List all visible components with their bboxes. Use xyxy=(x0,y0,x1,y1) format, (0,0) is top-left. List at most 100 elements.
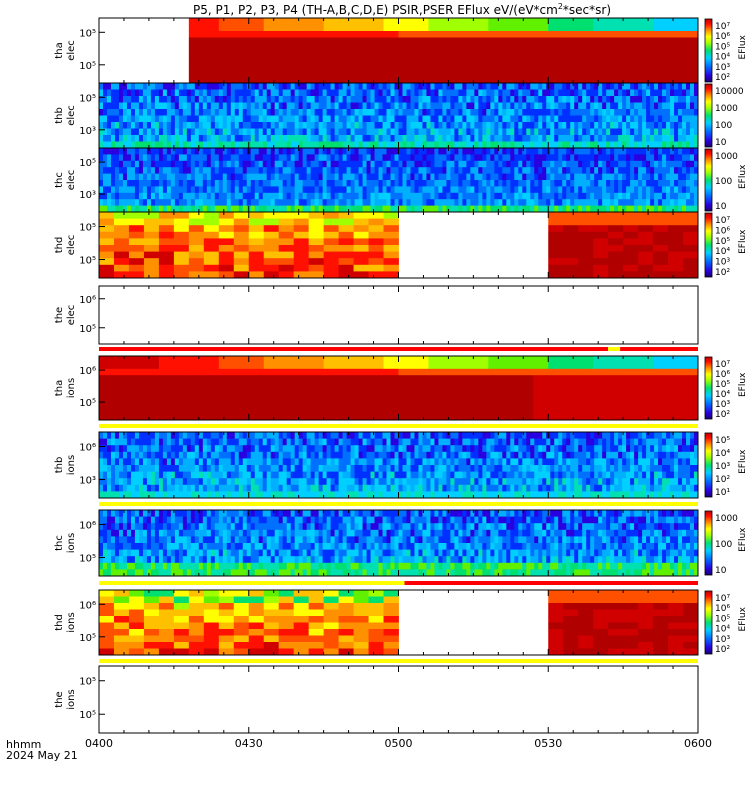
heatmap-cell xyxy=(106,438,112,446)
heatmap-cell xyxy=(602,186,607,194)
heatmap-cell xyxy=(203,251,220,259)
heatmap-cell xyxy=(234,186,240,194)
heatmap-cell xyxy=(526,83,531,90)
heatmap-cell xyxy=(582,102,587,110)
heatmap-cell xyxy=(674,128,679,136)
heatmap-cell xyxy=(218,31,235,38)
heatmap-cell xyxy=(458,50,474,58)
heatmap-cell xyxy=(330,128,335,136)
heatmap-cell xyxy=(530,135,535,142)
heatmap-cell xyxy=(218,471,224,479)
heatmap-cell xyxy=(610,199,615,206)
heatmap-cell xyxy=(670,135,675,142)
heatmap-cell xyxy=(630,135,635,142)
heatmap-cell xyxy=(238,160,244,168)
heatmap-cell xyxy=(374,199,379,206)
heatmap-cell xyxy=(278,180,284,187)
heatmap-cell xyxy=(442,83,447,90)
heatmap-cell xyxy=(248,238,265,246)
heatmap-cell xyxy=(290,102,296,110)
heatmap-cell xyxy=(666,148,671,155)
heatmap-cell xyxy=(563,251,579,259)
heatmap-cell xyxy=(258,173,264,181)
heatmap-cell xyxy=(382,160,387,168)
heatmap-cell xyxy=(186,135,192,142)
heatmap-cell xyxy=(130,432,136,439)
heatmap-cell xyxy=(182,148,188,155)
y-tick-label: 10³ xyxy=(79,190,96,201)
heatmap-cell xyxy=(278,381,295,389)
heatmap-cell xyxy=(653,264,669,272)
heatmap-cell xyxy=(126,458,132,466)
heatmap-cell xyxy=(346,135,351,142)
heatmap-cell xyxy=(178,148,184,155)
heatmap-cell xyxy=(443,362,459,370)
heatmap-cell xyxy=(582,173,587,181)
heatmap-cell xyxy=(146,148,152,155)
heatmap-cell xyxy=(413,368,429,376)
heatmap-cell xyxy=(274,173,280,181)
heatmap-cell xyxy=(158,394,175,402)
heatmap-cell xyxy=(670,122,675,129)
heatmap-cell xyxy=(274,432,280,439)
heatmap-cell xyxy=(178,192,184,200)
heatmap-cell xyxy=(173,362,190,370)
heatmap-cell xyxy=(378,135,383,142)
heatmap-cell xyxy=(454,186,459,194)
heatmap-cell xyxy=(638,356,654,363)
heatmap-cell xyxy=(102,432,108,439)
heatmap-cell xyxy=(494,186,499,194)
heatmap-cell xyxy=(368,24,384,32)
heatmap-cell xyxy=(530,180,535,187)
heatmap-cell xyxy=(282,141,288,149)
heatmap-cell xyxy=(386,148,391,155)
heatmap-cell xyxy=(582,141,587,149)
heatmap-cell xyxy=(330,173,335,181)
heatmap-cell xyxy=(314,102,320,110)
heatmap-cell xyxy=(262,83,268,90)
heatmap-cell xyxy=(602,109,607,116)
heatmap-cell xyxy=(438,186,443,194)
heatmap-cell xyxy=(550,89,555,97)
heatmap-cell xyxy=(134,445,140,453)
heatmap-cell xyxy=(143,407,160,414)
heatmap-cell xyxy=(218,102,224,110)
heatmap-cell xyxy=(398,154,403,162)
heatmap-cell xyxy=(138,96,144,103)
heatmap-cell xyxy=(290,465,296,472)
heatmap-cell xyxy=(150,491,156,499)
heatmap-cell xyxy=(542,122,547,129)
heatmap-cell xyxy=(498,128,503,136)
heatmap-cell xyxy=(350,167,355,174)
heatmap-cell xyxy=(606,141,611,149)
heatmap-cell xyxy=(110,192,116,200)
heatmap-cell xyxy=(374,96,379,103)
heatmap-cell xyxy=(422,154,427,162)
heatmap-cell xyxy=(154,154,160,162)
heatmap-cell xyxy=(422,199,427,206)
heatmap-cell xyxy=(634,173,639,181)
heatmap-cell xyxy=(566,148,571,155)
heatmap-cell xyxy=(446,135,451,142)
heatmap-cell xyxy=(298,135,304,142)
heatmap-cell xyxy=(173,212,190,219)
heatmap-cell xyxy=(106,148,112,155)
heatmap-cell xyxy=(446,154,451,162)
heatmap-cell xyxy=(638,89,643,97)
heatmap-cell xyxy=(398,44,414,51)
heatmap-cell xyxy=(166,160,172,168)
heatmap-cell xyxy=(670,186,675,194)
heatmap-cell xyxy=(558,89,563,97)
heatmap-cell xyxy=(250,148,256,155)
heatmap-cell xyxy=(498,115,503,123)
heatmap-cell xyxy=(278,83,284,90)
heatmap-cell xyxy=(282,458,288,466)
heatmap-cell xyxy=(608,37,624,45)
heatmap-cell xyxy=(642,186,647,194)
heatmap-cell xyxy=(694,186,699,194)
heatmap-cell xyxy=(370,160,375,168)
heatmap-cell xyxy=(102,141,108,149)
colorbar-label: EFlux xyxy=(738,34,748,59)
heatmap-cell xyxy=(514,96,519,103)
